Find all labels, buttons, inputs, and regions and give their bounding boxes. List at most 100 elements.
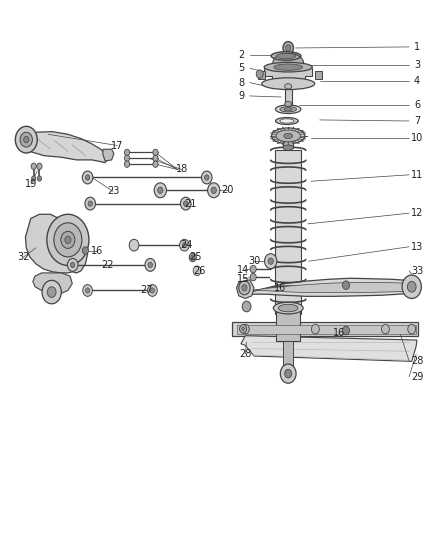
Ellipse shape xyxy=(272,128,305,144)
Circle shape xyxy=(184,201,188,206)
Text: 15: 15 xyxy=(237,274,249,284)
Text: 26: 26 xyxy=(193,266,205,276)
Circle shape xyxy=(67,259,78,271)
Circle shape xyxy=(343,281,350,289)
Text: 7: 7 xyxy=(414,116,420,126)
Circle shape xyxy=(285,369,292,378)
Circle shape xyxy=(153,161,158,167)
Polygon shape xyxy=(237,325,416,334)
Circle shape xyxy=(311,324,319,334)
Polygon shape xyxy=(17,132,110,163)
Polygon shape xyxy=(285,86,292,104)
Text: 33: 33 xyxy=(411,266,423,276)
Polygon shape xyxy=(283,341,293,367)
Ellipse shape xyxy=(284,108,292,111)
Polygon shape xyxy=(33,273,72,294)
Circle shape xyxy=(241,324,249,334)
Circle shape xyxy=(42,280,61,304)
Circle shape xyxy=(37,163,42,169)
Text: 30: 30 xyxy=(248,256,260,266)
Circle shape xyxy=(205,175,209,180)
Polygon shape xyxy=(241,336,417,361)
Polygon shape xyxy=(232,322,418,336)
Circle shape xyxy=(145,259,155,271)
Circle shape xyxy=(82,247,88,254)
Circle shape xyxy=(153,149,158,156)
Polygon shape xyxy=(25,214,88,273)
Polygon shape xyxy=(264,68,312,84)
Circle shape xyxy=(182,243,187,248)
Text: 16: 16 xyxy=(274,283,286,293)
Ellipse shape xyxy=(276,118,298,125)
Circle shape xyxy=(211,187,216,193)
Circle shape xyxy=(208,183,220,198)
Text: 28: 28 xyxy=(239,349,251,359)
Ellipse shape xyxy=(276,105,301,114)
Text: 27: 27 xyxy=(141,286,153,295)
Circle shape xyxy=(37,176,42,181)
Circle shape xyxy=(180,239,189,251)
Circle shape xyxy=(71,262,75,268)
Circle shape xyxy=(88,201,92,206)
Circle shape xyxy=(83,285,92,296)
Ellipse shape xyxy=(276,130,300,142)
Circle shape xyxy=(61,231,75,248)
Circle shape xyxy=(154,183,166,198)
Circle shape xyxy=(256,70,263,78)
Text: 21: 21 xyxy=(184,199,197,208)
Circle shape xyxy=(148,262,152,268)
Polygon shape xyxy=(275,150,301,314)
Text: 4: 4 xyxy=(414,76,420,86)
Polygon shape xyxy=(103,149,114,161)
Ellipse shape xyxy=(276,53,296,59)
Circle shape xyxy=(242,285,247,291)
Text: 8: 8 xyxy=(239,78,245,87)
Text: 17: 17 xyxy=(111,141,124,150)
Circle shape xyxy=(129,239,139,251)
Text: 29: 29 xyxy=(411,372,423,382)
Text: 10: 10 xyxy=(411,133,423,142)
Text: 32: 32 xyxy=(18,252,30,262)
Circle shape xyxy=(65,236,71,244)
Text: 19: 19 xyxy=(25,179,38,189)
Ellipse shape xyxy=(274,64,303,70)
Circle shape xyxy=(54,223,82,257)
Ellipse shape xyxy=(283,145,293,150)
Circle shape xyxy=(85,288,90,293)
Text: 16: 16 xyxy=(91,246,103,255)
Polygon shape xyxy=(273,53,304,63)
Circle shape xyxy=(31,163,36,169)
Text: 2: 2 xyxy=(239,50,245,60)
Circle shape xyxy=(239,281,250,295)
Circle shape xyxy=(47,287,56,297)
Circle shape xyxy=(343,326,350,335)
Circle shape xyxy=(265,254,277,269)
Circle shape xyxy=(283,42,293,54)
Ellipse shape xyxy=(261,78,314,90)
Text: 28: 28 xyxy=(411,356,423,366)
Polygon shape xyxy=(237,280,254,298)
Text: 5: 5 xyxy=(239,63,245,73)
Circle shape xyxy=(180,197,191,210)
Circle shape xyxy=(124,149,130,156)
Circle shape xyxy=(286,45,291,51)
Ellipse shape xyxy=(189,253,196,262)
Circle shape xyxy=(402,275,421,298)
Ellipse shape xyxy=(271,52,301,60)
Circle shape xyxy=(124,155,130,161)
Circle shape xyxy=(32,176,36,181)
Circle shape xyxy=(15,126,37,153)
Circle shape xyxy=(201,171,212,184)
Circle shape xyxy=(240,325,247,333)
Circle shape xyxy=(24,136,29,143)
Circle shape xyxy=(20,132,32,147)
Text: 3: 3 xyxy=(414,60,420,70)
Text: 20: 20 xyxy=(222,185,234,195)
Circle shape xyxy=(381,324,389,334)
Ellipse shape xyxy=(280,107,297,112)
Text: 13: 13 xyxy=(411,242,423,252)
Text: 22: 22 xyxy=(101,260,113,270)
Circle shape xyxy=(158,187,163,193)
Text: 14: 14 xyxy=(237,265,249,275)
Polygon shape xyxy=(243,278,416,296)
